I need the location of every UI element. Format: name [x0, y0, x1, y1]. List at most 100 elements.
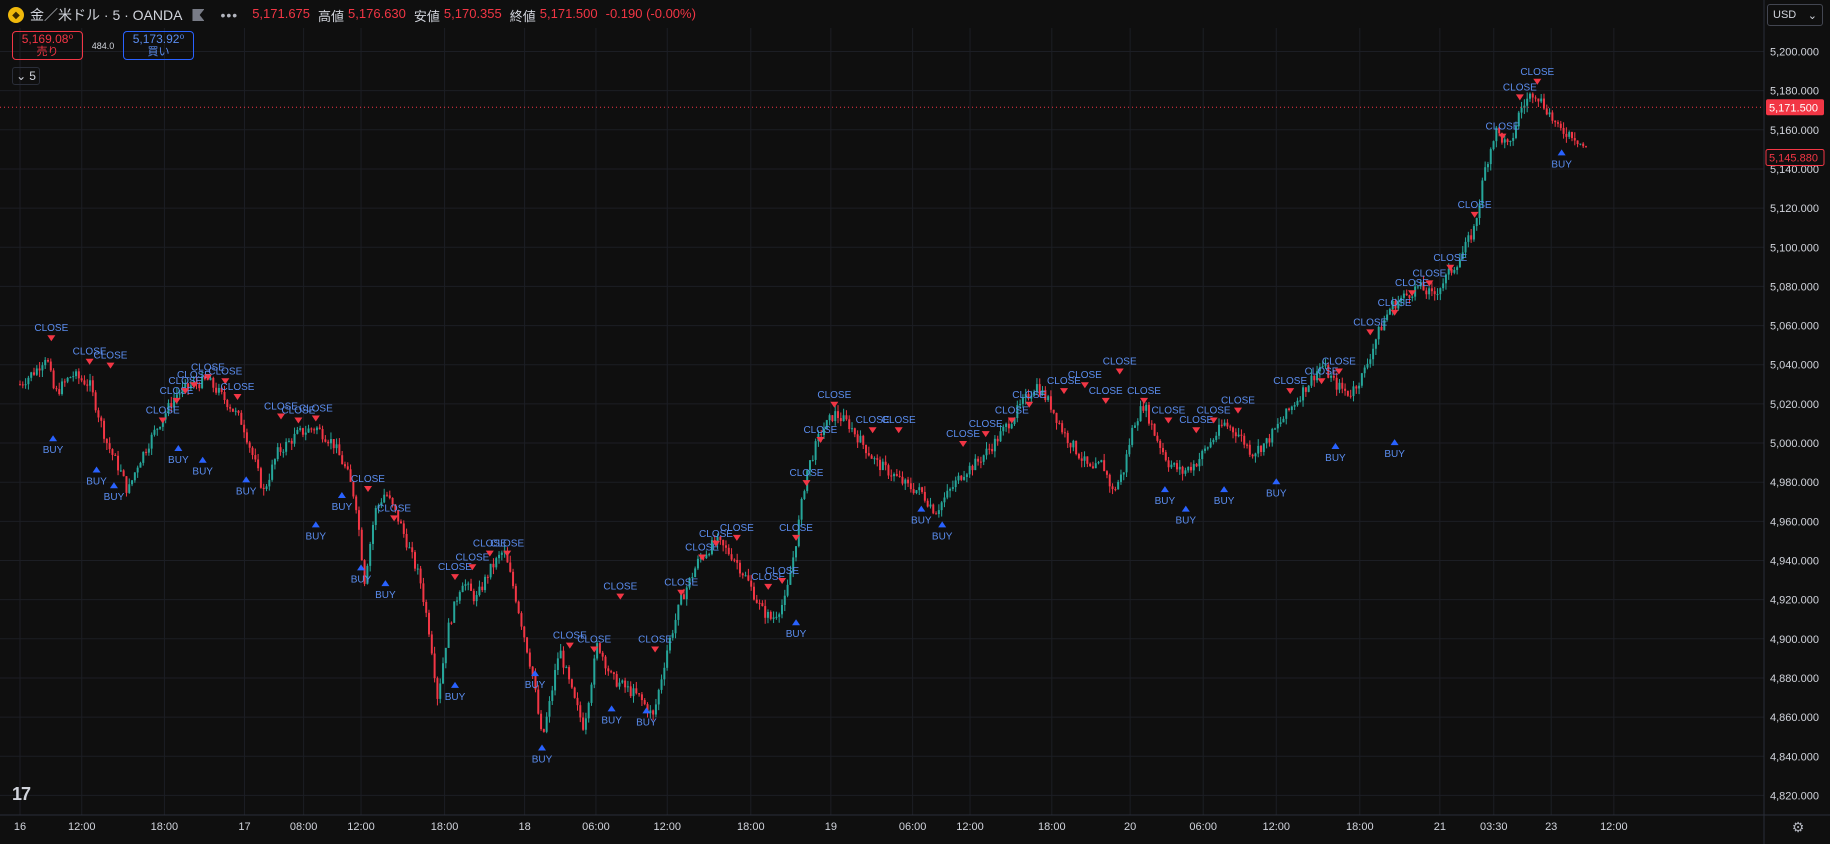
candle-body	[797, 519, 800, 547]
buy-signal-marker	[607, 705, 616, 712]
candle-body	[38, 368, 41, 371]
candle-body	[1114, 489, 1117, 491]
candle-body	[119, 470, 122, 472]
candle-body	[388, 495, 391, 498]
candle-body	[887, 465, 890, 476]
candle-body	[55, 388, 58, 390]
candle-body	[287, 440, 290, 442]
candle-body	[1175, 463, 1178, 470]
candle-body	[49, 361, 52, 371]
candle-body	[290, 440, 293, 444]
candle-body	[881, 461, 884, 471]
candle-body	[1321, 366, 1324, 368]
close-signal-marker	[1515, 94, 1524, 101]
indicator-collapse-button[interactable]: ⌄ 5	[12, 67, 40, 85]
x-tick-label: 18	[518, 821, 530, 833]
candle-body	[439, 683, 442, 699]
gold-coin-icon[interactable]: ◆	[8, 7, 24, 23]
close-signal-label: CLOSE	[377, 503, 411, 514]
candle-body	[243, 424, 246, 433]
candle-body	[324, 439, 327, 442]
candle-body	[94, 392, 97, 411]
close-signal-marker	[616, 593, 625, 600]
candle-body	[335, 444, 338, 449]
buy-signal-label: BUY	[911, 516, 932, 527]
candle-body	[1136, 421, 1139, 426]
tradingview-logo[interactable]: 17	[12, 784, 31, 804]
candle-body	[534, 674, 537, 690]
close-signal-label: CLOSE	[1486, 122, 1520, 133]
candle-body	[1456, 267, 1459, 270]
candle-body	[41, 365, 44, 371]
candle-body	[229, 407, 232, 409]
candle-body	[607, 668, 610, 672]
candle-body	[823, 429, 826, 436]
close-signal-label: CLOSE	[577, 635, 611, 646]
more-icon[interactable]: •••	[220, 7, 239, 23]
flag-icon[interactable]	[192, 9, 205, 21]
buy-signal-marker	[792, 619, 801, 626]
candle-body	[122, 470, 125, 477]
close-signal-marker	[106, 362, 115, 369]
candle-body	[240, 412, 243, 425]
candle-body	[761, 603, 764, 607]
candle-body	[1033, 391, 1036, 396]
candle-body	[1125, 454, 1128, 473]
candle-body	[1346, 390, 1349, 396]
candle-body	[198, 384, 201, 389]
buy-signal-marker	[1272, 478, 1281, 485]
high-value: 5,176.630	[348, 5, 406, 21]
buy-signal-label: BUY	[932, 531, 953, 542]
candle-body	[596, 643, 599, 659]
currency-select[interactable]: USD ⌄	[1767, 4, 1823, 26]
candle-body	[568, 667, 571, 680]
candle-body	[1402, 293, 1405, 298]
gear-icon[interactable]: ⚙	[1791, 818, 1805, 835]
candle-body	[475, 595, 478, 602]
candle-body	[898, 475, 901, 477]
buy-button[interactable]: 5,173.92⁰ 買い	[123, 31, 194, 60]
close-signal-marker	[503, 550, 512, 557]
candle-body	[315, 427, 318, 431]
candle-body	[814, 441, 817, 460]
candle-body	[1335, 377, 1338, 390]
close-signal-label: CLOSE	[751, 572, 785, 583]
sell-button[interactable]: 5,169.08⁰ 売り	[12, 31, 83, 60]
close-signal-label: CLOSE	[1151, 405, 1185, 416]
close-signal-label: CLOSE	[1503, 82, 1537, 93]
buy-price: 5,173.92⁰	[132, 31, 185, 46]
candle-body	[75, 371, 78, 377]
candle-body	[593, 658, 596, 685]
candle-body	[352, 481, 355, 497]
candle-body	[217, 387, 220, 393]
candle-body	[1027, 393, 1030, 399]
candle-body	[237, 410, 240, 413]
y-tick-label: 4,940.000	[1770, 555, 1819, 567]
candle-body	[1161, 447, 1164, 453]
candle-body	[1220, 424, 1223, 426]
candle-body	[590, 684, 593, 703]
candle-body	[831, 415, 834, 421]
candle-body	[1282, 418, 1285, 423]
symbol-title[interactable]: 金／米ドル · 5 · OANDA	[30, 7, 183, 23]
x-tick-label: 18:00	[1346, 821, 1374, 833]
candle-body	[419, 568, 422, 584]
candle-body	[77, 371, 80, 379]
close-signal-marker	[203, 374, 212, 381]
candle-body	[1528, 93, 1531, 99]
close-signal-marker	[1498, 133, 1507, 140]
candle-body	[932, 504, 935, 514]
candle-body	[780, 604, 783, 615]
candle-body	[1517, 112, 1520, 127]
candle-body	[1094, 463, 1097, 469]
y-tick-label: 5,180.000	[1770, 86, 1819, 98]
y-tick-label: 5,000.000	[1770, 438, 1819, 450]
candle-body	[587, 702, 590, 719]
candle-body	[1495, 127, 1498, 142]
candle-body	[1397, 301, 1400, 309]
close-signal-label: CLOSE	[191, 362, 225, 373]
close-signal-marker	[1164, 417, 1173, 424]
close-signal-label: CLOSE	[94, 351, 128, 362]
